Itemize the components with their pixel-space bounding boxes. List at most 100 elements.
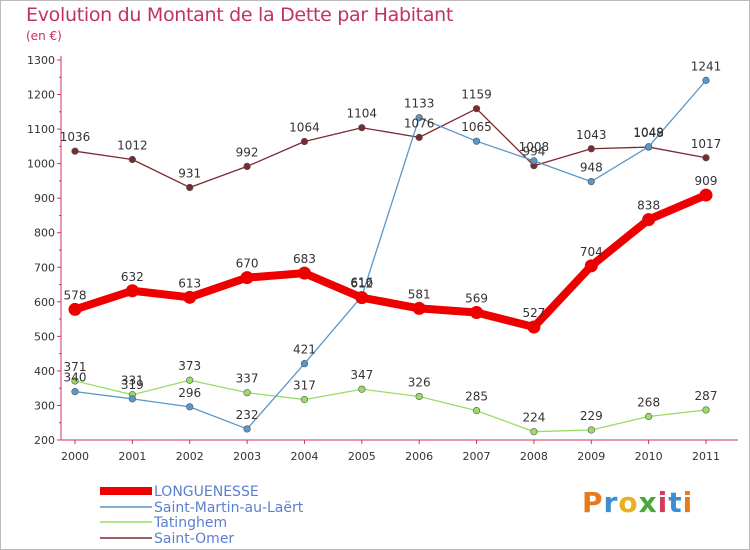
- series-point-1: [702, 76, 710, 84]
- data-label: 340: [64, 371, 87, 385]
- data-label: 1065: [461, 120, 492, 134]
- legend-label: LONGUENESSE: [154, 484, 259, 500]
- y-tick-label: 500: [34, 330, 55, 343]
- y-tick-label: 300: [34, 399, 55, 412]
- data-label: 287: [695, 389, 718, 403]
- series-point-2: [415, 392, 423, 401]
- series-point-3: [472, 105, 481, 113]
- data-label: 613: [178, 276, 201, 290]
- data-label: 616: [350, 275, 373, 289]
- y-tick-label: 1200: [27, 89, 55, 102]
- series-point-1: [415, 114, 423, 122]
- series-point-1: [645, 143, 653, 151]
- series-point-2: [645, 412, 653, 421]
- data-label: 683: [293, 252, 316, 266]
- legend-label: Saint-Omer: [154, 531, 234, 547]
- data-label: 612: [350, 277, 373, 291]
- data-label: 948: [580, 161, 603, 175]
- series-point-3: [587, 145, 595, 153]
- data-label: 296: [178, 386, 201, 400]
- data-label: 1008: [519, 140, 550, 154]
- series-point-1: [128, 395, 136, 403]
- y-tick-label: 600: [34, 296, 55, 309]
- series-point-3: [128, 155, 136, 164]
- series-point-3: [415, 133, 423, 141]
- data-label: 1133: [404, 97, 435, 111]
- y-tick-label: 1000: [27, 158, 55, 171]
- series-point-2: [243, 389, 251, 397]
- data-label: 527: [522, 306, 545, 320]
- x-tick-label: 2010: [635, 450, 663, 463]
- x-tick-label: 2008: [520, 450, 548, 463]
- proxiti-logo: Proxiti: [582, 486, 694, 519]
- data-label: 1017: [691, 137, 722, 151]
- x-tick-label: 2005: [348, 450, 376, 463]
- series-point-2: [358, 385, 366, 393]
- series-point-0: [68, 302, 82, 316]
- series-point-0: [183, 290, 197, 304]
- series-point-3: [243, 162, 251, 170]
- data-label: 268: [637, 396, 660, 410]
- data-label: 581: [408, 287, 431, 301]
- data-label: 319: [121, 378, 144, 392]
- series-point-2: [472, 407, 481, 415]
- data-label: 224: [522, 411, 545, 425]
- data-label: 704: [580, 245, 603, 259]
- x-tick-label: 2007: [463, 450, 491, 463]
- series-line-0: [73, 191, 708, 332]
- y-tick-label: 1100: [27, 123, 55, 136]
- y-tick-label: 200: [34, 434, 55, 447]
- data-label: 229: [580, 409, 603, 423]
- data-label: 331: [121, 374, 144, 388]
- series-point-1: [530, 157, 538, 165]
- series-point-0: [470, 306, 484, 320]
- x-tick-label: 2006: [405, 450, 433, 463]
- series-point-2: [186, 376, 194, 384]
- series-point-1: [71, 388, 79, 396]
- series-point-0: [527, 320, 541, 334]
- y-tick-label: 1300: [27, 54, 55, 67]
- series-point-0: [355, 291, 369, 305]
- x-tick-label: 2011: [692, 450, 720, 463]
- y-tick-label: 900: [34, 192, 55, 205]
- series-line-1: [74, 79, 707, 430]
- data-label: 992: [236, 145, 259, 159]
- series-point-0: [584, 259, 598, 273]
- data-label: 1048: [633, 126, 664, 140]
- series-point-1: [186, 403, 194, 411]
- data-label: 838: [637, 199, 660, 213]
- series-line-3: [74, 108, 707, 189]
- data-label: 1012: [117, 138, 148, 152]
- series-point-1: [300, 360, 309, 368]
- y-tick-label: 400: [34, 365, 55, 378]
- data-label: 909: [695, 174, 718, 188]
- series-point-3: [71, 147, 79, 155]
- data-label: 1159: [461, 88, 492, 102]
- data-label: 421: [293, 343, 316, 357]
- data-label: 1049: [633, 126, 664, 140]
- series-point-1: [243, 425, 251, 433]
- data-label: 285: [465, 390, 488, 404]
- series-point-0: [412, 301, 426, 315]
- data-label: 1104: [347, 107, 378, 121]
- chart-title: Evolution du Montant de la Dette par Hab…: [26, 4, 454, 26]
- data-label: 371: [64, 360, 87, 374]
- data-label: 931: [178, 166, 201, 180]
- series-point-2: [71, 377, 79, 385]
- data-label: 317: [293, 379, 316, 393]
- series-point-0: [642, 213, 656, 227]
- series-point-3: [358, 124, 366, 132]
- x-tick-label: 2003: [233, 450, 261, 463]
- data-label: 337: [236, 372, 259, 386]
- series-point-3: [702, 154, 710, 162]
- x-tick-label: 2009: [577, 450, 605, 463]
- data-label: 1036: [60, 130, 91, 144]
- data-label: 232: [236, 408, 259, 422]
- series-point-0: [125, 284, 139, 298]
- series-point-3: [186, 183, 194, 192]
- y-tick-label: 800: [34, 227, 55, 240]
- data-label: 1076: [404, 116, 435, 130]
- series-point-0: [699, 188, 713, 202]
- data-label: 373: [178, 359, 201, 373]
